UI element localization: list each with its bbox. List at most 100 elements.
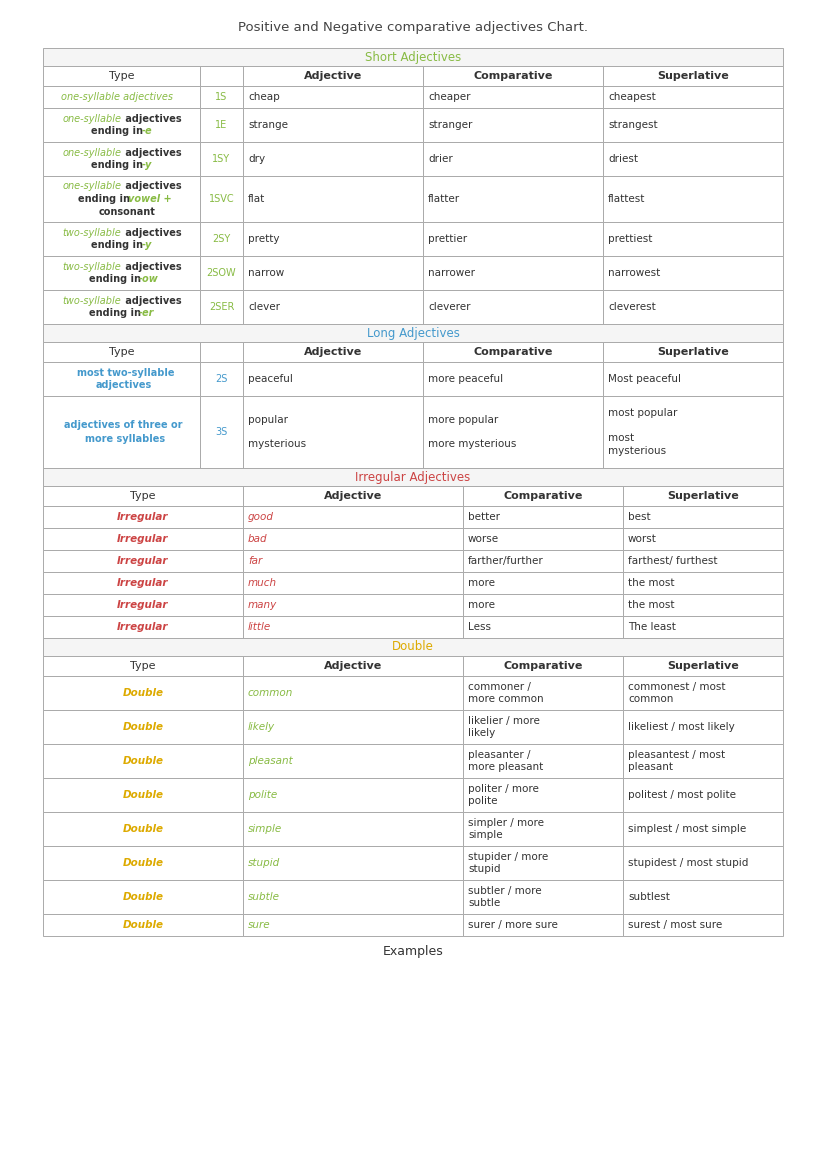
Bar [463,572,623,594]
Bar [243,846,463,880]
Bar [463,743,623,779]
Bar [623,710,783,743]
Text: cheap: cheap [248,92,280,102]
Bar [43,343,200,362]
Bar [200,396,243,468]
Bar [623,656,783,676]
Bar [603,290,783,324]
Text: Adjective: Adjective [324,491,382,502]
Text: ending in: ending in [91,126,147,137]
Text: 1S: 1S [216,92,228,102]
Text: Positive and Negative comparative adjectives Chart.: Positive and Negative comparative adject… [238,21,588,35]
Text: clever: clever [248,302,280,312]
Text: stupider / more
stupid: stupider / more stupid [468,852,548,874]
Text: 2SER: 2SER [209,302,235,312]
Bar [43,48,783,65]
Text: adjectives of three or: adjectives of three or [64,421,183,430]
Bar [243,594,463,616]
Bar [423,65,603,87]
Text: the most: the most [628,577,675,588]
Text: flatter: flatter [428,194,460,205]
Bar [463,914,623,936]
Text: adjectives: adjectives [122,262,182,271]
Text: worst: worst [628,534,657,544]
Bar [243,812,463,846]
Text: pleasant: pleasant [248,756,292,766]
Text: Irregular: Irregular [117,577,169,588]
Bar [43,710,243,743]
Bar [463,656,623,676]
Bar [603,222,783,256]
Text: Irregular: Irregular [117,556,169,566]
Bar [463,846,623,880]
Text: adjectives: adjectives [122,296,182,305]
Bar [423,222,603,256]
Text: The least: The least [628,622,676,632]
Text: Double: Double [122,892,164,902]
Bar [43,638,783,656]
Text: strangest: strangest [608,120,657,130]
Text: Double: Double [122,824,164,833]
Text: two-syllable: two-syllable [63,262,121,271]
Bar [200,256,243,290]
Bar [623,549,783,572]
Bar [43,65,200,87]
Bar [623,594,783,616]
Bar [200,290,243,324]
Bar [623,506,783,528]
Text: little: little [248,622,271,632]
Bar [243,396,423,468]
Text: Irregular: Irregular [117,534,169,544]
Bar [43,362,200,396]
Bar [423,177,603,222]
Text: polite: polite [248,790,278,800]
Text: sure: sure [248,920,271,931]
Bar [43,222,200,256]
Text: adjectives: adjectives [122,113,182,124]
Text: most popular

most
mysterious: most popular most mysterious [608,408,677,456]
Bar [43,572,243,594]
Text: best: best [628,512,651,523]
Text: stranger: stranger [428,120,472,130]
Bar [423,87,603,108]
Text: likelier / more
likely: likelier / more likely [468,715,540,738]
Bar [43,594,243,616]
Text: strange: strange [248,120,288,130]
Text: Superlative: Superlative [667,660,739,671]
Text: -y: -y [141,160,152,171]
Text: narrow: narrow [248,268,284,278]
Bar [243,141,423,177]
Text: adjectives: adjectives [95,380,151,390]
Bar [243,743,463,779]
Bar [463,486,623,506]
Text: Adjective: Adjective [304,347,362,357]
Text: simpler / more
simple: simpler / more simple [468,818,544,841]
Bar [43,743,243,779]
Bar [463,506,623,528]
Bar [463,676,623,710]
Bar [200,141,243,177]
Bar [43,846,243,880]
Bar [243,572,463,594]
Bar [603,108,783,141]
Text: narrower: narrower [428,268,475,278]
Text: farther/further: farther/further [468,556,544,566]
Text: ending in: ending in [91,160,147,171]
Bar [243,528,463,549]
Bar [623,743,783,779]
Text: Type: Type [109,71,135,81]
Bar [43,528,243,549]
Text: Type: Type [131,660,156,671]
Bar [463,710,623,743]
Text: farthest/ furthest: farthest/ furthest [628,556,718,566]
Text: Superlative: Superlative [667,491,739,502]
Text: surest / most sure: surest / most sure [628,920,722,931]
Bar [463,812,623,846]
Text: many: many [248,600,278,610]
Text: ending in: ending in [88,309,144,318]
Text: one-syllable: one-syllable [63,113,121,124]
Bar [243,779,463,812]
Text: ending in: ending in [91,241,147,250]
Text: Irregular: Irregular [117,600,169,610]
Text: prettiest: prettiest [608,234,653,244]
